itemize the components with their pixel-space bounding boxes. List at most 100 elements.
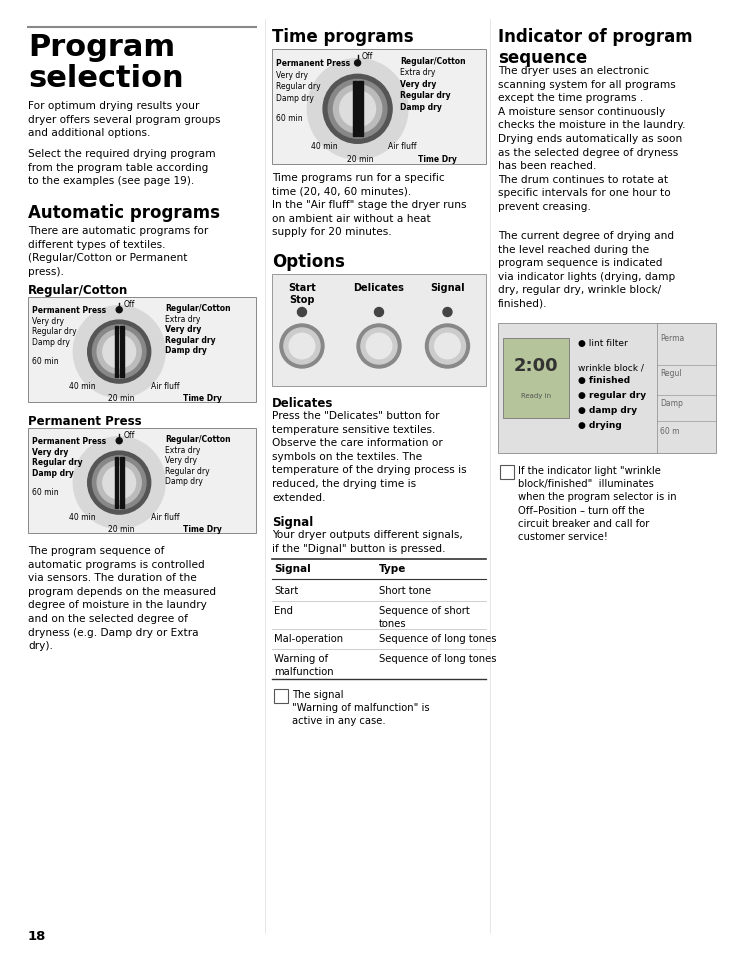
Bar: [274, 689, 288, 703]
Text: Regular dry: Regular dry: [165, 466, 210, 476]
Bar: [272, 274, 486, 387]
Text: Permanent Press: Permanent Press: [276, 59, 350, 68]
Text: Sequence of long tones: Sequence of long tones: [379, 634, 497, 643]
Text: Permanent Press: Permanent Press: [32, 306, 106, 315]
Text: Start
Stop: Start Stop: [288, 283, 316, 304]
Text: Off: Off: [123, 300, 134, 309]
Text: Your dryer outputs different signals,
if the "Dignal" button is pressed.: Your dryer outputs different signals, if…: [272, 530, 463, 553]
Text: Damp dry: Damp dry: [401, 103, 442, 112]
Text: Regular dry: Regular dry: [32, 458, 83, 467]
Text: Regular/Cotton: Regular/Cotton: [401, 57, 466, 66]
Circle shape: [88, 321, 151, 384]
Circle shape: [430, 329, 466, 365]
Text: Very dry: Very dry: [32, 316, 64, 326]
Text: 40 min: 40 min: [69, 513, 96, 521]
Text: Permanent Press: Permanent Press: [32, 436, 106, 446]
Circle shape: [443, 308, 452, 317]
Circle shape: [366, 334, 392, 359]
Text: Extra dry: Extra dry: [165, 314, 200, 323]
Circle shape: [354, 61, 361, 67]
Text: Sequence of long tones: Sequence of long tones: [379, 654, 497, 663]
Text: ● lint filter: ● lint filter: [578, 338, 628, 348]
Bar: [359, 82, 362, 137]
Text: End: End: [274, 605, 293, 616]
Text: Regular dry: Regular dry: [165, 335, 215, 344]
Bar: [114, 327, 118, 377]
Text: Very dry: Very dry: [165, 325, 201, 334]
Text: 18: 18: [28, 929, 46, 942]
Text: ● regular dry: ● regular dry: [578, 391, 646, 399]
Text: Signal: Signal: [430, 283, 465, 293]
Circle shape: [92, 326, 146, 379]
Circle shape: [116, 308, 123, 314]
Circle shape: [103, 467, 136, 499]
Text: Signal: Signal: [274, 563, 311, 574]
Text: Mal-operation: Mal-operation: [274, 634, 343, 643]
Circle shape: [97, 330, 141, 375]
Circle shape: [334, 86, 382, 133]
Bar: [503, 338, 569, 418]
Text: Indicator of program
sequence: Indicator of program sequence: [498, 28, 693, 67]
Text: Permanent Press: Permanent Press: [28, 415, 142, 428]
Text: 60 min: 60 min: [32, 356, 58, 365]
Text: Damp dry: Damp dry: [165, 346, 207, 355]
Text: Damp dry: Damp dry: [165, 476, 203, 486]
Text: Very dry: Very dry: [401, 80, 437, 89]
Text: Time programs: Time programs: [272, 28, 413, 46]
Text: Air fluff: Air fluff: [151, 513, 179, 521]
Text: The signal
"Warning of malfunction" is
active in any case.: The signal "Warning of malfunction" is a…: [292, 689, 430, 725]
Circle shape: [280, 325, 324, 369]
Text: Time Dry: Time Dry: [183, 524, 222, 533]
Text: The dryer uses an electronic
scanning system for all programs
except the time pr: The dryer uses an electronic scanning sy…: [498, 66, 686, 212]
Circle shape: [323, 75, 392, 144]
Text: Time programs run for a specific
time (20, 40, 60 minutes).
In the "Air fluff" s: Time programs run for a specific time (2…: [272, 172, 466, 237]
Circle shape: [103, 335, 136, 369]
Text: Very dry: Very dry: [165, 456, 197, 465]
Circle shape: [284, 329, 320, 365]
Text: Type: Type: [379, 563, 407, 574]
Text: ● finished: ● finished: [578, 375, 630, 385]
Text: 40 min: 40 min: [69, 381, 96, 391]
Text: The program sequence of
automatic programs is controlled
via sensors. The durati: The program sequence of automatic progra…: [28, 545, 216, 651]
Text: Signal: Signal: [272, 516, 313, 529]
Bar: [120, 458, 124, 508]
Text: 20 min: 20 min: [108, 524, 134, 533]
Text: 60 min: 60 min: [276, 114, 303, 123]
Circle shape: [116, 438, 123, 444]
Circle shape: [339, 91, 376, 128]
Text: The current degree of drying and
the level reached during the
program sequence i: The current degree of drying and the lev…: [498, 231, 675, 309]
Text: Very dry: Very dry: [32, 447, 69, 456]
Text: Damp: Damp: [660, 399, 683, 408]
Circle shape: [361, 329, 397, 365]
Text: Regular/Cotton: Regular/Cotton: [165, 435, 230, 444]
Text: Perma: Perma: [660, 334, 684, 343]
Circle shape: [435, 334, 461, 359]
Text: Sequence of short
tones: Sequence of short tones: [379, 605, 470, 628]
Text: Delicates: Delicates: [354, 283, 404, 293]
Text: Air fluff: Air fluff: [151, 381, 179, 391]
Circle shape: [73, 437, 165, 529]
Text: 60 m: 60 m: [660, 426, 680, 436]
Text: Options: Options: [272, 253, 345, 271]
Text: Short tone: Short tone: [379, 585, 431, 596]
Text: Regular dry: Regular dry: [32, 327, 77, 336]
Circle shape: [426, 325, 469, 369]
Text: Start: Start: [274, 585, 298, 596]
Text: 2:00: 2:00: [514, 356, 559, 375]
Circle shape: [307, 59, 408, 160]
Text: wrinkle block /: wrinkle block /: [578, 364, 644, 373]
Text: Select the required drying program
from the program table according
to the examp: Select the required drying program from …: [28, 149, 215, 186]
Text: Regular dry: Regular dry: [401, 91, 451, 100]
Text: Delicates: Delicates: [272, 396, 334, 410]
Text: Regular dry: Regular dry: [276, 82, 320, 91]
Text: Ready in: Ready in: [521, 393, 551, 398]
Text: Program
selection: Program selection: [28, 33, 184, 93]
Bar: [28, 297, 256, 402]
Bar: [500, 465, 514, 479]
Text: Automatic programs: Automatic programs: [28, 204, 220, 222]
Text: ● drying: ● drying: [578, 420, 621, 430]
Bar: [353, 82, 356, 137]
Bar: [272, 50, 486, 165]
Text: Regular/Cotton: Regular/Cotton: [28, 284, 128, 296]
Text: Air fluff: Air fluff: [387, 142, 416, 151]
